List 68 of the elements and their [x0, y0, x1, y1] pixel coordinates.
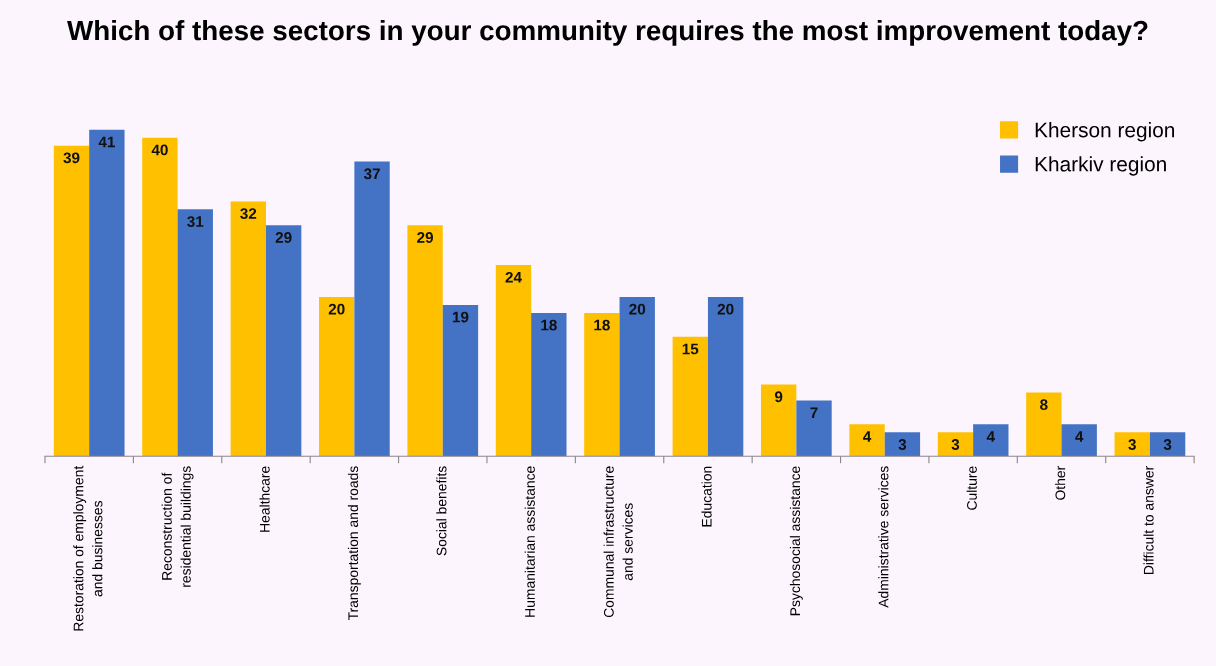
x-tick-label: Other: [1055, 465, 1066, 500]
data-label: 4: [1075, 431, 1084, 442]
bar: [1061, 424, 1097, 457]
bar: [884, 432, 921, 457]
bar: [1026, 392, 1062, 457]
data-label: 18: [541, 319, 557, 331]
data-label: 37: [363, 168, 380, 180]
bar: [442, 304, 479, 457]
data-label: 24: [505, 271, 522, 283]
bar: [796, 400, 832, 457]
data-label: 3: [898, 439, 907, 450]
data-label: 3: [1128, 439, 1136, 450]
data-label: 32: [240, 208, 257, 220]
bar: [1149, 432, 1186, 457]
bar: [177, 209, 213, 457]
bar: [495, 265, 532, 457]
legend-label: Kherson region: [1035, 122, 1175, 142]
x-tick-label: Difficult to answer: [1143, 465, 1154, 574]
x-tick-label: Administrative services: [878, 466, 889, 608]
bar: [760, 384, 797, 457]
bar: [849, 424, 885, 457]
bar: [53, 145, 90, 457]
bar: [230, 201, 266, 457]
data-label: 4: [986, 431, 995, 442]
data-label: 15: [682, 343, 699, 355]
data-label: 9: [774, 391, 783, 403]
bar: [973, 424, 1009, 457]
x-tick-label: Reconstruction of residential buildings: [161, 466, 194, 587]
bar: [584, 312, 620, 457]
bar: [142, 137, 178, 457]
data-label: 39: [63, 152, 80, 164]
x-tick-label: Humanitarian assistance: [524, 466, 535, 617]
x-tick-label: Psychosocial assistance: [789, 466, 803, 616]
bar: [619, 296, 655, 457]
data-label: 40: [151, 144, 168, 156]
x-tick-label: Culture: [966, 466, 977, 510]
x-tick-label: Transportation and roads: [347, 466, 361, 621]
bar: [89, 129, 125, 457]
data-label: 19: [452, 311, 469, 323]
bar: [707, 296, 744, 457]
data-label: 7: [810, 407, 818, 418]
legend-label: Kharkiv region: [1035, 156, 1166, 176]
data-label: 18: [594, 319, 610, 331]
bar: [1114, 432, 1150, 457]
data-label: 8: [1040, 399, 1048, 411]
x-tick-label: Restoration of employment and businesses: [73, 465, 103, 631]
data-label: 3: [1163, 439, 1172, 450]
data-label: 20: [328, 303, 345, 315]
x-tick-label: Healthcare: [259, 466, 270, 532]
data-label: 31: [187, 216, 204, 227]
bar: [531, 312, 567, 457]
data-label: 20: [717, 303, 734, 315]
data-label: 20: [629, 303, 646, 315]
bar: [407, 225, 443, 457]
bar: [937, 432, 974, 457]
x-tick-label: Social benefits: [436, 466, 447, 556]
data-label: 41: [98, 136, 115, 148]
data-label: 29: [275, 232, 292, 243]
bar: [319, 296, 355, 457]
data-label: 4: [863, 431, 872, 442]
x-tick-label: Education: [701, 466, 712, 527]
x-tick-label: Communal infrastructure and services: [603, 466, 633, 618]
bar: [265, 225, 302, 457]
bar: [672, 336, 708, 457]
data-label: 3: [951, 439, 960, 450]
chart-title: Which of these sectors in your community requires the most improvement today?: [67, 19, 1148, 46]
bar: [354, 161, 390, 457]
data-label: 29: [417, 232, 434, 243]
